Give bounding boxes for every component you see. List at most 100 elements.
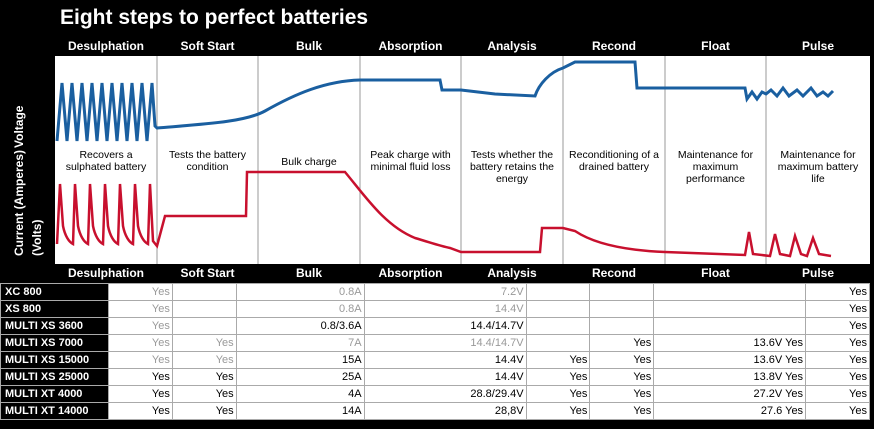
table-row: MULTI XS 3600 Yes 0.8/3.6A 14.4/14.7V Yes: [0, 317, 870, 335]
stage-header-pulse: Pulse: [801, 266, 834, 280]
table-cell: 14.4/14.7V: [363, 334, 527, 352]
table-cell: Yes: [171, 334, 237, 352]
table-row: MULTI XT 4000 Yes Yes 4A 28.8/29.4V Yes Yes 27.…: [0, 385, 870, 403]
table-row: MULTI XS 25000 Yes Yes 25A 14.4V Yes Yes 13.8V …: [0, 368, 870, 386]
stage-header-bulk: Bulk: [295, 266, 322, 280]
stage-description: Maintenance for maximum battery life: [777, 149, 859, 185]
page-title: Eight steps to perfect batteries: [60, 6, 369, 29]
table-cell: [653, 300, 807, 318]
stage-header-bulk: Bulk: [295, 39, 322, 53]
table-cell: 0.8A: [235, 283, 365, 301]
table-cell: Yes: [108, 385, 173, 403]
table-cell: 13.8V Yes: [653, 368, 807, 386]
table-cell: [589, 317, 655, 335]
table-cell: Yes: [805, 402, 870, 420]
table-cell: Yes: [108, 351, 173, 369]
stage-header-top: Desulphation Soft Start Bulk Absorption Anal…: [55, 37, 870, 56]
stage-header-analysis: Analysis: [487, 39, 537, 53]
table-cell: Yes: [108, 368, 173, 386]
stage-header-desulphation: Desulphation: [67, 39, 144, 53]
table-cell: 28.8/29.4V: [363, 385, 527, 403]
stage-description: Maintenance for maximum performance: [677, 149, 754, 185]
stage-header-float: Float: [701, 39, 730, 53]
table-cell: Yes: [108, 283, 173, 301]
table-cell: 0.8/3.6A: [235, 317, 365, 335]
stage-header-recond: Recond: [591, 266, 636, 280]
model-name: MULTI XT 4000: [0, 385, 109, 403]
stage-header-float: Float: [701, 266, 730, 280]
voltage-axis-label: Voltage: [12, 105, 26, 148]
table-cell: [171, 283, 237, 301]
model-name: MULTI XS 3600: [0, 317, 109, 335]
table-cell: Yes: [805, 385, 870, 403]
table-cell: [653, 283, 807, 301]
model-name: MULTI XS 7000: [0, 334, 109, 352]
table-cell: 27.6 Yes: [653, 402, 807, 420]
table-cell: Yes: [805, 283, 870, 301]
table-cell: Yes: [805, 334, 870, 352]
table-cell: 25A: [235, 368, 365, 386]
table-cell: Yes: [171, 368, 237, 386]
table-cell: [171, 300, 237, 318]
table-cell: [653, 317, 807, 335]
table-cell: Yes: [108, 300, 173, 318]
charging-curve-chart: Recovers a sulphated battery Tests the ba…: [55, 56, 870, 264]
table-cell: 7.2V: [363, 283, 527, 301]
model-name: MULTI XS 25000: [0, 368, 109, 386]
table-row: MULTI XT 14000 Yes Yes 14A 28,8V Yes Yes 27.6 Y…: [0, 402, 870, 420]
table-cell: Yes: [108, 402, 173, 420]
table-cell: Yes: [589, 368, 655, 386]
table-cell: Yes: [525, 368, 591, 386]
stage-header-soft-start: Soft Start: [180, 266, 235, 280]
stage-header-absorption: Absorption: [378, 266, 443, 280]
table-cell: Yes: [525, 402, 591, 420]
table-cell: 15A: [235, 351, 365, 369]
stage-header-recond: Recond: [591, 39, 636, 53]
table-cell: 14.4V: [363, 351, 527, 369]
table-cell: Yes: [589, 351, 655, 369]
table-cell: [171, 317, 237, 335]
chart-svg: [55, 56, 835, 264]
current-curve: [55, 170, 832, 258]
stage-description: Recovers a sulphated battery: [65, 149, 147, 173]
model-name: MULTI XS 15000: [0, 351, 109, 369]
table-cell: 7A: [235, 334, 365, 352]
table-row: MULTI XS 15000 Yes Yes 15A 14.4V Yes Yes 13.6V …: [0, 351, 870, 369]
table-cell: Yes: [589, 385, 655, 403]
table-cell: 14.4V: [363, 300, 527, 318]
table-cell: Yes: [171, 385, 237, 403]
table-row: XC 800 Yes 0.8A 7.2V Yes: [0, 283, 870, 301]
model-name: XS 800: [0, 300, 109, 318]
table-cell: Yes: [525, 351, 591, 369]
table-cell: Yes: [805, 368, 870, 386]
table-cell: Yes: [108, 317, 173, 335]
table-cell: Yes: [108, 334, 173, 352]
stage-description: Bulk charge: [281, 156, 337, 168]
table-cell: 0.8A: [235, 300, 365, 318]
stage-header-bottom: Desulphation Soft Start Bulk Absorption Anal…: [55, 264, 870, 283]
table-cell: Yes: [589, 402, 655, 420]
stage-description: Peak charge with minimal fluid loss: [370, 149, 451, 173]
table-cell: 13.6V Yes: [653, 334, 807, 352]
stage-description: Reconditioning of a drained battery: [569, 149, 659, 173]
table-cell: 27.2V Yes: [653, 385, 807, 403]
table-cell: 4A: [235, 385, 365, 403]
table-cell: Yes: [171, 402, 237, 420]
stage-header-analysis: Analysis: [487, 266, 537, 280]
current-axis-label: Current (Amperes): [12, 149, 26, 256]
table-cell: [589, 300, 655, 318]
table-row: MULTI XS 7000 Yes Yes 7A 14.4/14.7V Yes 13.6V …: [0, 334, 870, 352]
voltage-curve: [55, 60, 835, 142]
model-name: XC 800: [0, 283, 109, 301]
table-cell: Yes: [171, 351, 237, 369]
stage-header-soft-start: Soft Start: [180, 39, 235, 53]
model-name: MULTI XT 14000: [0, 402, 109, 420]
table-cell: 14.4V: [363, 368, 527, 386]
table-cell: Yes: [589, 334, 655, 352]
table-cell: Yes: [805, 351, 870, 369]
table-cell: Yes: [525, 385, 591, 403]
table-cell: [525, 283, 591, 301]
stage-header-desulphation: Desulphation: [67, 266, 144, 280]
table-cell: 13.6V Yes: [653, 351, 807, 369]
table-cell: 14A: [235, 402, 365, 420]
